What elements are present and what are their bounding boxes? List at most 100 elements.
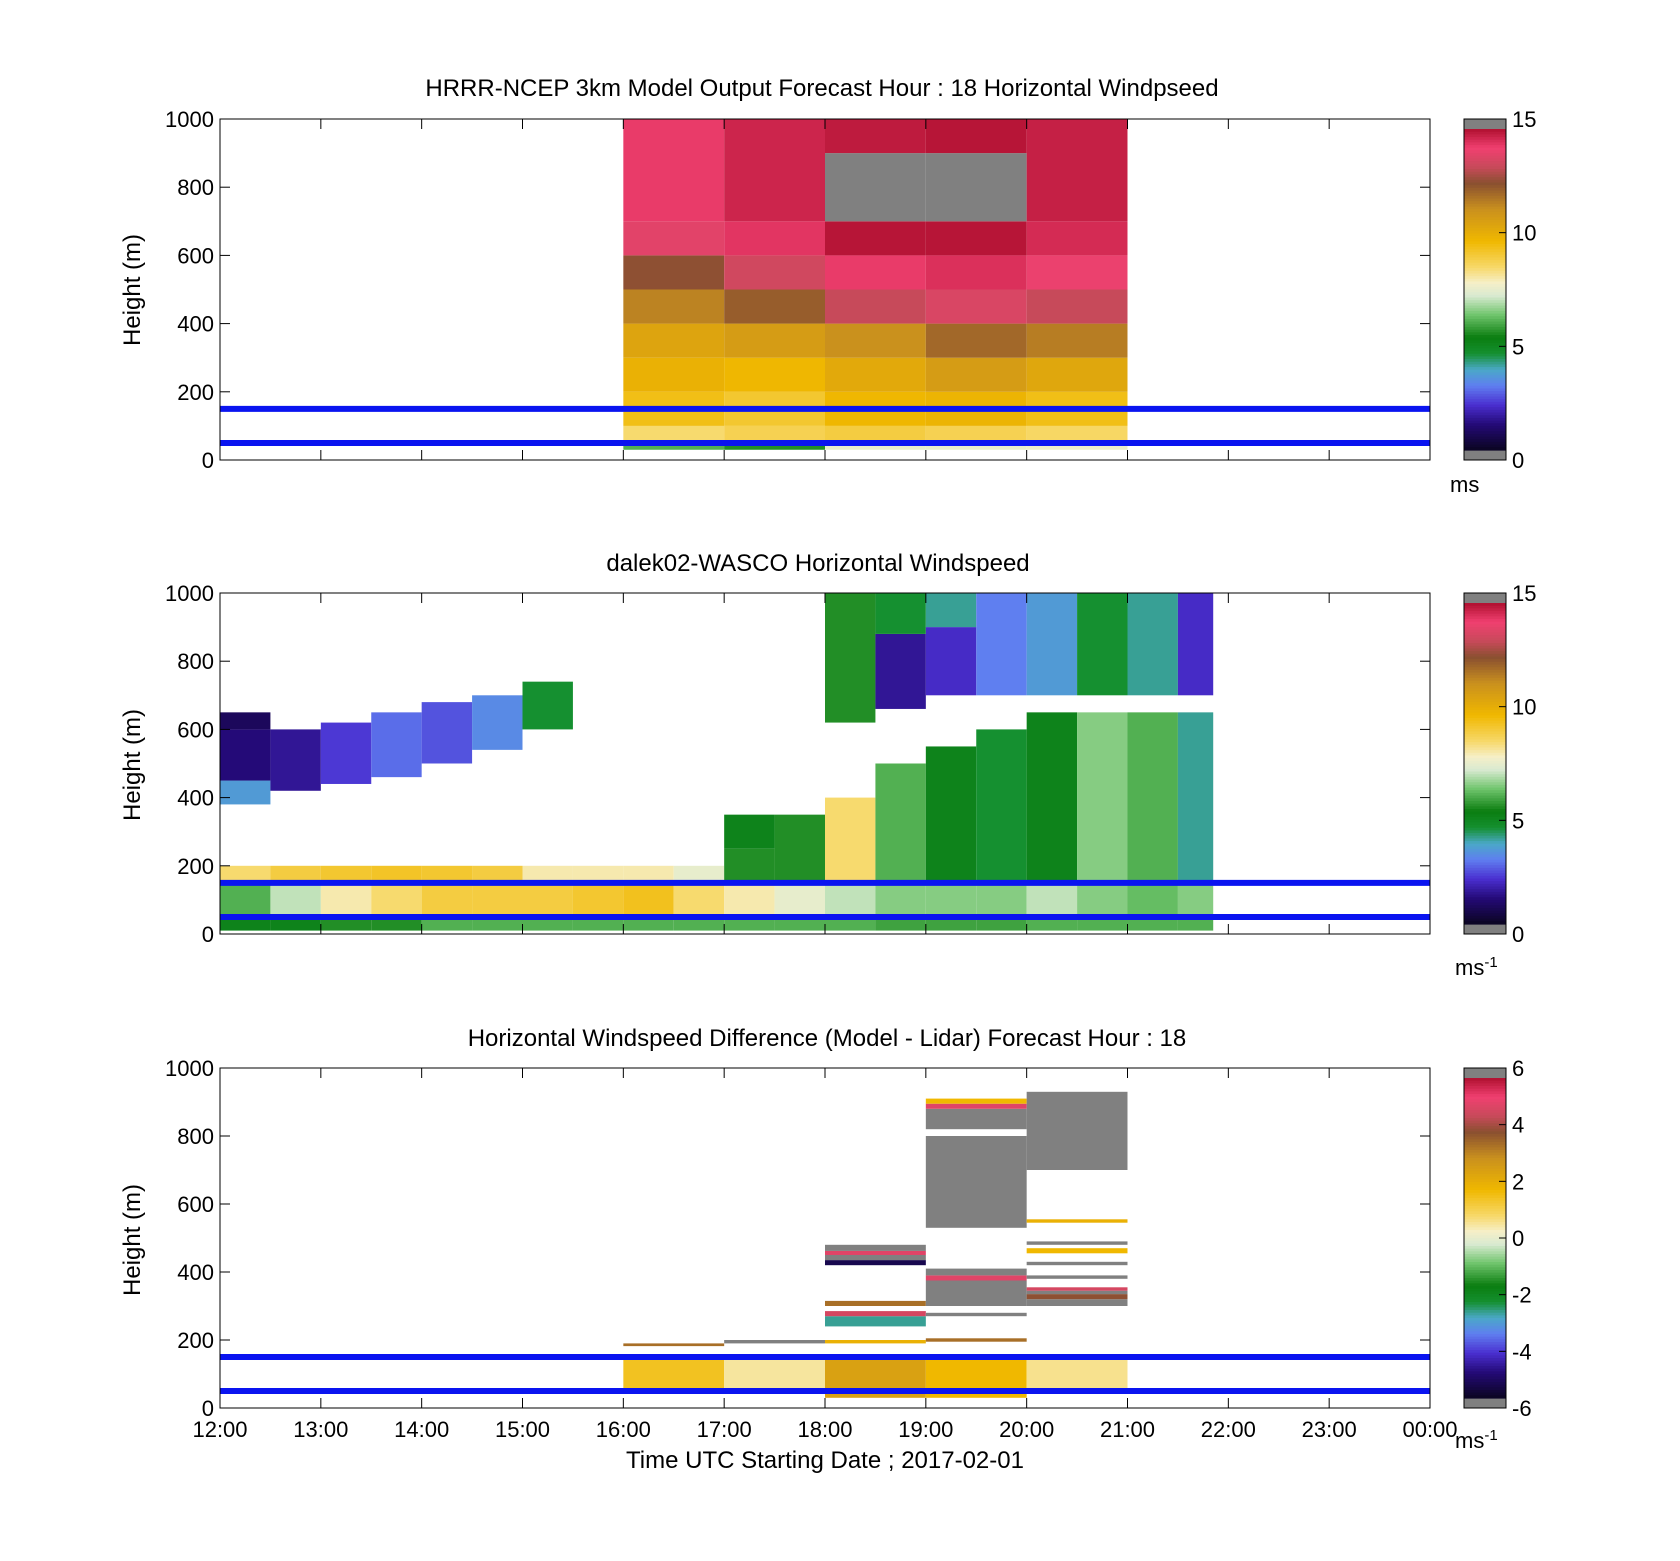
panel-lidar-colorbar-swatch — [1464, 736, 1506, 741]
panel-difference-colorbar-swatch — [1464, 1286, 1506, 1290]
panel-lidar-colorbar-swatch — [1464, 803, 1506, 807]
panel-lidar-cell — [875, 916, 926, 931]
panel-difference-colorbar-swatch — [1464, 1120, 1506, 1124]
panel-difference-colorbar-swatch — [1464, 1238, 1506, 1242]
panel-lidar-cell — [1077, 882, 1128, 917]
panel-difference-colorbar-swatch — [1464, 1243, 1506, 1247]
panel-lidar-colorbar-swatch — [1464, 720, 1506, 724]
panel-difference-colorbar-swatch — [1464, 1176, 1506, 1180]
panel-model-colorbar: 0 5 10 15 — [1463, 107, 1536, 473]
panel-lidar-colorbar-swatch — [1464, 830, 1506, 834]
panel-difference-colorbar-swatch — [1464, 1267, 1506, 1271]
panel-lidar-cell — [825, 916, 876, 931]
panel-difference-colorbar-swatch — [1464, 1278, 1506, 1282]
panel-difference: Horizontal Windspeed Difference (Model -… — [119, 1025, 1532, 1474]
panel-difference-cell — [925, 1098, 1027, 1104]
panel-model-colorbar-swatch — [1464, 225, 1506, 229]
panel-model-cell — [623, 323, 725, 358]
panel-lidar-cell — [875, 633, 926, 709]
panel-difference-colorbar-swatch — [1464, 1384, 1506, 1388]
panel-difference-colorbar-swatch — [1464, 1339, 1506, 1343]
panel-difference-colorbar-swatch — [1464, 1347, 1506, 1351]
panel-model-cell — [623, 255, 725, 290]
panel-difference-colorbar-swatch — [1464, 1094, 1506, 1098]
panel-lidar-cell — [472, 916, 523, 931]
panel-difference-colorbar-swatch — [1464, 1382, 1506, 1386]
panel-lidar-colorbar-swatch — [1464, 632, 1506, 636]
panel-model-colorbar-swatch — [1464, 377, 1506, 382]
panel-lidar-colorbar-swatch — [1464, 653, 1506, 658]
panel-difference-xtick-label: 20:00 — [999, 1417, 1054, 1442]
panel-model-cell — [925, 119, 1027, 154]
panel-difference-colorbar-swatch — [1464, 1291, 1506, 1295]
panel-lidar-cell — [1177, 593, 1214, 696]
panel-lidar-cell — [1127, 916, 1178, 931]
panel-lidar-colorbar-swatch — [1464, 608, 1506, 612]
panel-model-cell — [1026, 323, 1128, 358]
panel-model-colorbar-swatch — [1464, 198, 1506, 202]
panel-model-colorbar-label: 10 — [1512, 221, 1536, 246]
panel-model-colorbar-swatch — [1464, 404, 1506, 408]
panel-difference-colorbar-swatch — [1464, 1211, 1506, 1215]
panel-model-colorbar-swatch — [1464, 139, 1506, 143]
panel-model-colorbar-swatch — [1464, 300, 1506, 304]
panel-model-colorbar-swatch — [1464, 238, 1506, 242]
panel-model-colorbar-swatch — [1464, 289, 1506, 293]
panel-difference-colorbar-swatch — [1464, 1254, 1506, 1258]
panel-difference-colorbar-swatch — [1464, 1320, 1506, 1324]
panel-difference-colorbar-swatch — [1464, 1280, 1506, 1284]
panel-difference-ytick-label: 1000 — [165, 1056, 214, 1081]
panel-lidar-colorbar-swatch — [1464, 808, 1506, 813]
panel-model-cell — [623, 221, 725, 256]
panel-model-colorbar-swatch — [1464, 375, 1506, 379]
panel-model-colorbar-swatch — [1464, 348, 1506, 352]
panel-model-colorbar-swatch — [1464, 163, 1506, 168]
panel-lidar-cell — [724, 814, 775, 849]
panel-lidar-colorbar-swatch — [1464, 728, 1506, 732]
panel-difference-colorbar-swatch — [1464, 1352, 1506, 1356]
panel-difference-cell — [825, 1316, 926, 1327]
panel-difference-colorbar-swatch — [1464, 1182, 1506, 1186]
panel-lidar-colorbar-swatch — [1464, 734, 1506, 738]
panel-model-colorbar-swatch — [1464, 284, 1506, 288]
panel-lidar-cell — [371, 712, 422, 778]
panel-lidar-reference-lines — [220, 879, 1430, 920]
panel-lidar-colorbar-swatch — [1464, 723, 1506, 727]
panel-model-colorbar-swatch — [1464, 383, 1506, 387]
panel-model-colorbar-swatch — [1464, 415, 1506, 419]
panel-lidar-cell — [522, 916, 573, 931]
panel-difference-colorbar-label: 0 — [1512, 1226, 1524, 1251]
panel-difference-cell — [1026, 1294, 1128, 1300]
panel-model-colorbar-swatch — [1464, 396, 1506, 400]
panel-lidar-colorbar-swatch — [1464, 701, 1506, 706]
panel-model-colorbar-swatch — [1464, 447, 1506, 451]
panel-model-colorbar-swatch — [1464, 380, 1506, 384]
panel-lidar-colorbar-swatch — [1464, 627, 1506, 631]
panel-model-colorbar-swatch — [1464, 388, 1506, 392]
panel-difference-xlabel: Time UTC Starting Date ; 2017-02-01 — [626, 1447, 1024, 1474]
panel-difference-title: Horizontal Windspeed Difference (Model -… — [468, 1025, 1187, 1052]
panel-lidar-cell — [774, 882, 825, 917]
panel-lidar-colorbar-swatch — [1464, 672, 1506, 676]
panel-model-colorbar-swatch — [1464, 399, 1506, 403]
panel-difference-colorbar-swatch — [1464, 1379, 1506, 1383]
panel-lidar-colorbar-swatch — [1464, 718, 1506, 722]
panel-difference-colorbar-swatch — [1464, 1299, 1506, 1303]
panel-lidar-colorbar-swatch — [1464, 825, 1506, 829]
panel-difference-cell — [925, 1275, 1027, 1281]
panel-lidar-colorbar-swatch — [1464, 790, 1506, 794]
panel-lidar-colorbar-swatch — [1464, 894, 1506, 898]
panel-difference-cell — [1026, 1091, 1128, 1170]
panel-difference-colorbar-swatch — [1464, 1302, 1506, 1306]
panel-lidar-cell — [320, 865, 372, 883]
panel-lidar-colorbar-swatch — [1464, 766, 1506, 770]
panel-model-colorbar-swatch — [1464, 222, 1506, 226]
panel-model-colorbar-swatch — [1464, 182, 1506, 186]
panel-lidar-colorbar-swatch — [1464, 693, 1506, 698]
panel-difference-colorbar-swatch — [1464, 1336, 1506, 1340]
panel-difference-colorbar-swatch — [1464, 1232, 1506, 1236]
panel-difference-colorbar-swatch — [1464, 1230, 1506, 1234]
panel-difference-colorbar-swatch — [1464, 1222, 1506, 1226]
panel-difference-colorbar-swatch — [1464, 1312, 1506, 1316]
panel-difference-colorbar-swatch — [1464, 1198, 1506, 1202]
